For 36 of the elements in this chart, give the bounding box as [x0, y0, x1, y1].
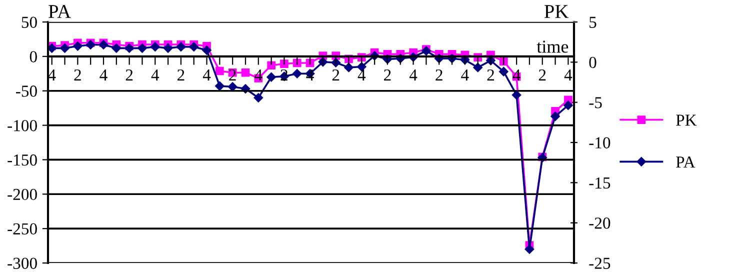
x-tick-label: 4	[409, 70, 418, 80]
y-tick-label: -100	[8, 120, 37, 132]
y-axis-title: PA	[48, 5, 71, 18]
y-tick-label: 50	[22, 16, 37, 28]
y2-tick-label: -15	[589, 177, 610, 189]
x-tick-label: 2	[178, 69, 184, 80]
x-tick-label: 2	[126, 69, 133, 80]
y2-tick-label: -5	[589, 97, 602, 108]
y2-tick-label: 5	[590, 16, 596, 28]
y-tick-label: -300	[8, 258, 37, 269]
x-tick-label: 4	[512, 70, 520, 80]
y2-tick-label: -20	[589, 218, 610, 229]
y-tick-label: -150	[8, 154, 37, 166]
x-tick-label: 2	[332, 69, 340, 80]
y2-tick-label: 0	[589, 56, 596, 68]
x-tick-label: 2	[538, 69, 546, 80]
legend-label: PA	[676, 156, 696, 168]
x-tick-label: 4	[358, 70, 366, 80]
y-tick-label: -250	[8, 223, 37, 235]
x-tick-label: 4	[564, 70, 572, 80]
y2-axis-title: PK	[544, 5, 569, 18]
y2-tick-label: -10	[589, 137, 610, 148]
y-tick-label: 0	[30, 51, 37, 62]
y-tick-label: -200	[8, 188, 37, 200]
x-tick-label: 4	[461, 70, 469, 80]
y-tick-label: -50	[16, 86, 37, 97]
x-tick-label: 2	[384, 69, 391, 80]
legend-label: PK	[676, 114, 697, 126]
x-axis-title: time	[536, 40, 568, 53]
x-tick-label: 2	[436, 69, 442, 80]
y2-tick-label: -25	[589, 258, 610, 269]
x-tick-label: 2	[487, 69, 494, 80]
x-tick-label: 2	[74, 69, 81, 80]
x-tick-label: 4	[100, 70, 108, 80]
x-tick-label: 4	[202, 70, 211, 80]
x-tick-label: 4	[151, 70, 160, 80]
